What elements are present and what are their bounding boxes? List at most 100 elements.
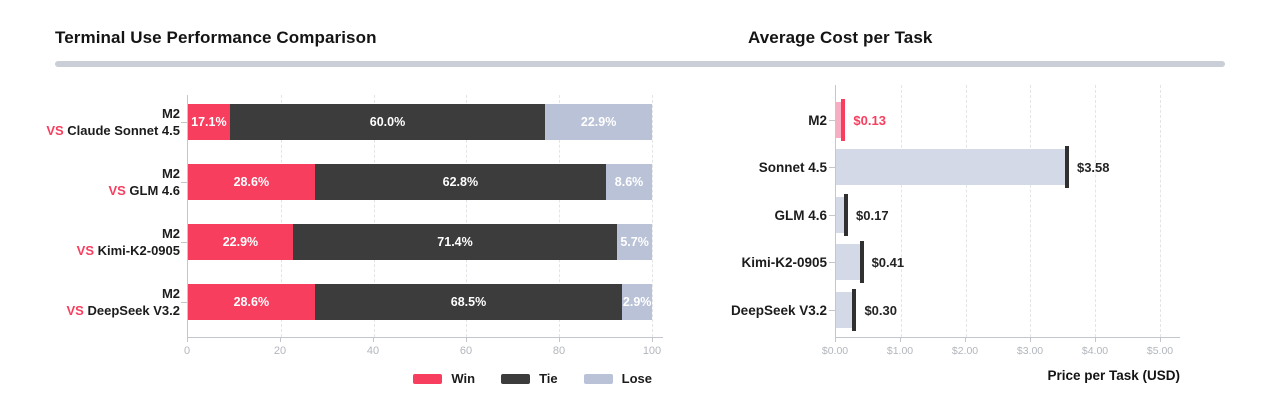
cost-plot-area: $0.13 $3.58 $0.17 $0.41 $0.30	[835, 85, 1161, 337]
x-axis-line	[835, 337, 1180, 338]
segment-value-label: 8.6%	[614, 175, 644, 189]
legend-item-lose: Lose	[583, 371, 652, 386]
cost-row-deepseek: $0.30	[836, 289, 1160, 331]
row-label-line1: M2	[161, 226, 180, 241]
x-axis-caption: Price per Task (USD)	[1047, 368, 1180, 383]
cost-value-label: $0.13	[853, 112, 886, 128]
row-label-line2: VS Kimi-K2-0905	[30, 242, 180, 259]
legend-label: Win	[451, 371, 476, 386]
x-tickmark	[1160, 337, 1161, 342]
legend: Win Tie Lose	[413, 371, 652, 386]
segment-value-label: 68.5%	[450, 295, 487, 309]
legend-label: Lose	[621, 371, 652, 386]
right-chart-title: Average Cost per Task	[748, 28, 933, 47]
row-label-line1: M2	[161, 106, 180, 121]
vs-mark: VS	[46, 123, 64, 138]
x-tick-label: 0	[183, 345, 191, 357]
lose-swatch-icon	[583, 373, 613, 384]
row-label-line2: VS Claude Sonnet 4.5	[30, 122, 180, 139]
x-tickmark	[280, 337, 281, 342]
stacked-bar-claude-sonnet: 17.1% 60.0% 22.9%	[188, 104, 652, 140]
gridline-80	[559, 95, 561, 337]
x-tick-label: 20	[273, 345, 287, 357]
bar-endcap	[859, 241, 864, 283]
vs-mark: VS	[76, 243, 94, 258]
x-tickmark	[187, 337, 188, 342]
row-label-line2: VS GLM 4.6	[30, 182, 180, 199]
segment-value-label: 28.6%	[233, 295, 270, 309]
gridline-2usd	[965, 85, 967, 337]
win-segment: 17.1%	[188, 104, 230, 140]
cost-bar	[836, 289, 857, 331]
tie-segment: 68.5%	[314, 284, 623, 320]
cost-row-label-sonnet: Sonnet 4.5	[758, 160, 827, 175]
row-label-kimi: M2 VS Kimi-K2-0905	[30, 225, 180, 259]
stacked-bar-kimi: 22.9% 71.4% 5.7%	[188, 224, 652, 260]
y-tick	[181, 302, 187, 303]
stacked-bar-deepseek: 28.6% 68.5% 2.9%	[188, 284, 652, 320]
x-tickmark	[652, 337, 653, 342]
cost-bar	[836, 241, 864, 283]
bar-endcap	[841, 99, 846, 141]
row-label-claude-sonnet: M2 VS Claude Sonnet 4.5	[30, 105, 180, 139]
gridline-3usd	[1030, 85, 1032, 337]
lose-segment: 2.9%	[622, 284, 652, 320]
cost-value-label: $0.17	[856, 207, 889, 223]
x-tick-label: $2.00	[951, 345, 979, 357]
cost-row-m2: $0.13	[836, 99, 1160, 141]
y-tick	[829, 215, 835, 216]
performance-plot-area: 17.1% 60.0% 22.9% 28.6% 62.8% 8.6% 22.9%…	[187, 95, 653, 337]
title-underline-bar	[55, 61, 1225, 67]
x-tick-label: $3.00	[1016, 345, 1044, 357]
row-label-deepseek: M2 VS DeepSeek V3.2	[30, 285, 180, 319]
segment-value-label: 22.9%	[580, 115, 617, 129]
cost-bar	[836, 194, 849, 236]
lose-segment: 8.6%	[606, 164, 652, 200]
cost-value-label: $0.30	[864, 302, 897, 318]
row-label-line1: M2	[161, 286, 180, 301]
cost-row-sonnet: $3.58	[836, 146, 1160, 188]
cost-row-label-kimi: Kimi-K2-0905	[741, 255, 827, 270]
x-tick-label: 100	[642, 345, 662, 357]
bar-endcap	[1064, 146, 1069, 188]
x-tick-label: 80	[552, 345, 566, 357]
y-tick	[181, 122, 187, 123]
segment-value-label: 22.9%	[222, 235, 259, 249]
cost-row-label-glm: GLM 4.6	[774, 208, 827, 223]
cost-value-label: $0.41	[871, 254, 905, 270]
vs-mark: VS	[108, 183, 126, 198]
lose-segment: 5.7%	[617, 224, 652, 260]
segment-value-label: 17.1%	[191, 115, 227, 129]
x-tick-label: $5.00	[1146, 345, 1174, 357]
segment-value-label: 60.0%	[369, 115, 406, 129]
y-tick	[181, 242, 187, 243]
segment-value-label: 62.8%	[442, 175, 479, 189]
x-tick-label: $0.00	[821, 345, 849, 357]
x-axis-line	[187, 337, 663, 338]
x-tickmark	[559, 337, 560, 342]
row-label-glm: M2 VS GLM 4.6	[30, 165, 180, 199]
gridline-40	[373, 95, 375, 337]
bar-endcap	[852, 289, 857, 331]
opponent-name: Kimi-K2-0905	[97, 243, 180, 258]
opponent-name: DeepSeek V3.2	[87, 303, 180, 318]
x-tick-label: 60	[459, 345, 473, 357]
segment-value-label: 5.7%	[620, 235, 649, 249]
x-tick-label: $1.00	[886, 345, 914, 357]
lose-segment: 22.9%	[545, 104, 652, 140]
row-label-line2: VS DeepSeek V3.2	[30, 302, 180, 319]
segment-value-label: 2.9%	[622, 295, 652, 309]
row-label-line1: M2	[161, 166, 180, 181]
gridline-4usd	[1095, 85, 1097, 337]
y-tick	[829, 262, 835, 263]
opponent-name: Claude Sonnet 4.5	[67, 123, 180, 138]
x-tickmark	[373, 337, 374, 342]
stacked-bar-glm: 28.6% 62.8% 8.6%	[188, 164, 652, 200]
win-swatch-icon	[413, 373, 443, 384]
y-tick	[181, 182, 187, 183]
opponent-name: GLM 4.6	[129, 183, 180, 198]
legend-item-win: Win	[413, 371, 475, 386]
x-tick-label: 40	[366, 345, 380, 357]
x-tickmark	[835, 337, 836, 342]
